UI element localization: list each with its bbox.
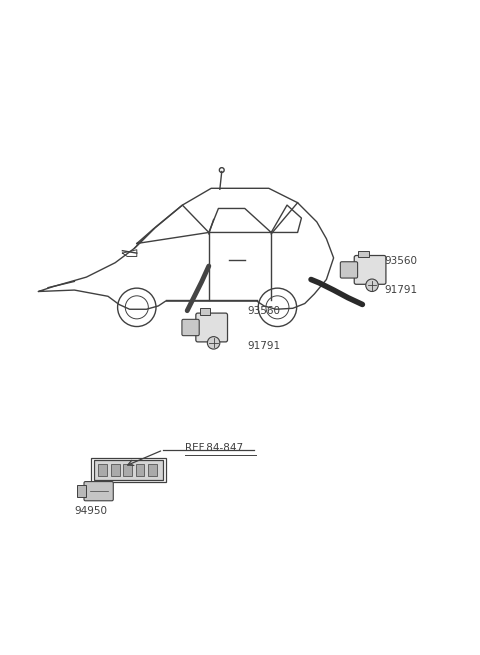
FancyBboxPatch shape [340, 262, 358, 278]
Text: 93560: 93560 [384, 256, 417, 267]
Bar [200, 309, 210, 315]
Circle shape [366, 279, 378, 291]
FancyBboxPatch shape [354, 255, 386, 284]
Text: 91791: 91791 [384, 285, 417, 295]
Text: 91791: 91791 [247, 341, 280, 350]
Bar [98, 464, 107, 476]
Bar [136, 464, 144, 476]
FancyBboxPatch shape [182, 320, 199, 335]
Text: 93560: 93560 [247, 306, 280, 316]
Bar [358, 251, 369, 257]
Bar [77, 485, 86, 497]
Text: REF.84-847: REF.84-847 [185, 443, 243, 453]
Text: 94950: 94950 [74, 506, 108, 516]
Circle shape [207, 337, 220, 349]
Bar [111, 464, 120, 476]
FancyBboxPatch shape [196, 313, 228, 342]
FancyBboxPatch shape [84, 481, 113, 501]
Bar [91, 458, 166, 482]
Bar [148, 464, 157, 476]
Bar [123, 464, 132, 476]
Bar [94, 460, 163, 480]
